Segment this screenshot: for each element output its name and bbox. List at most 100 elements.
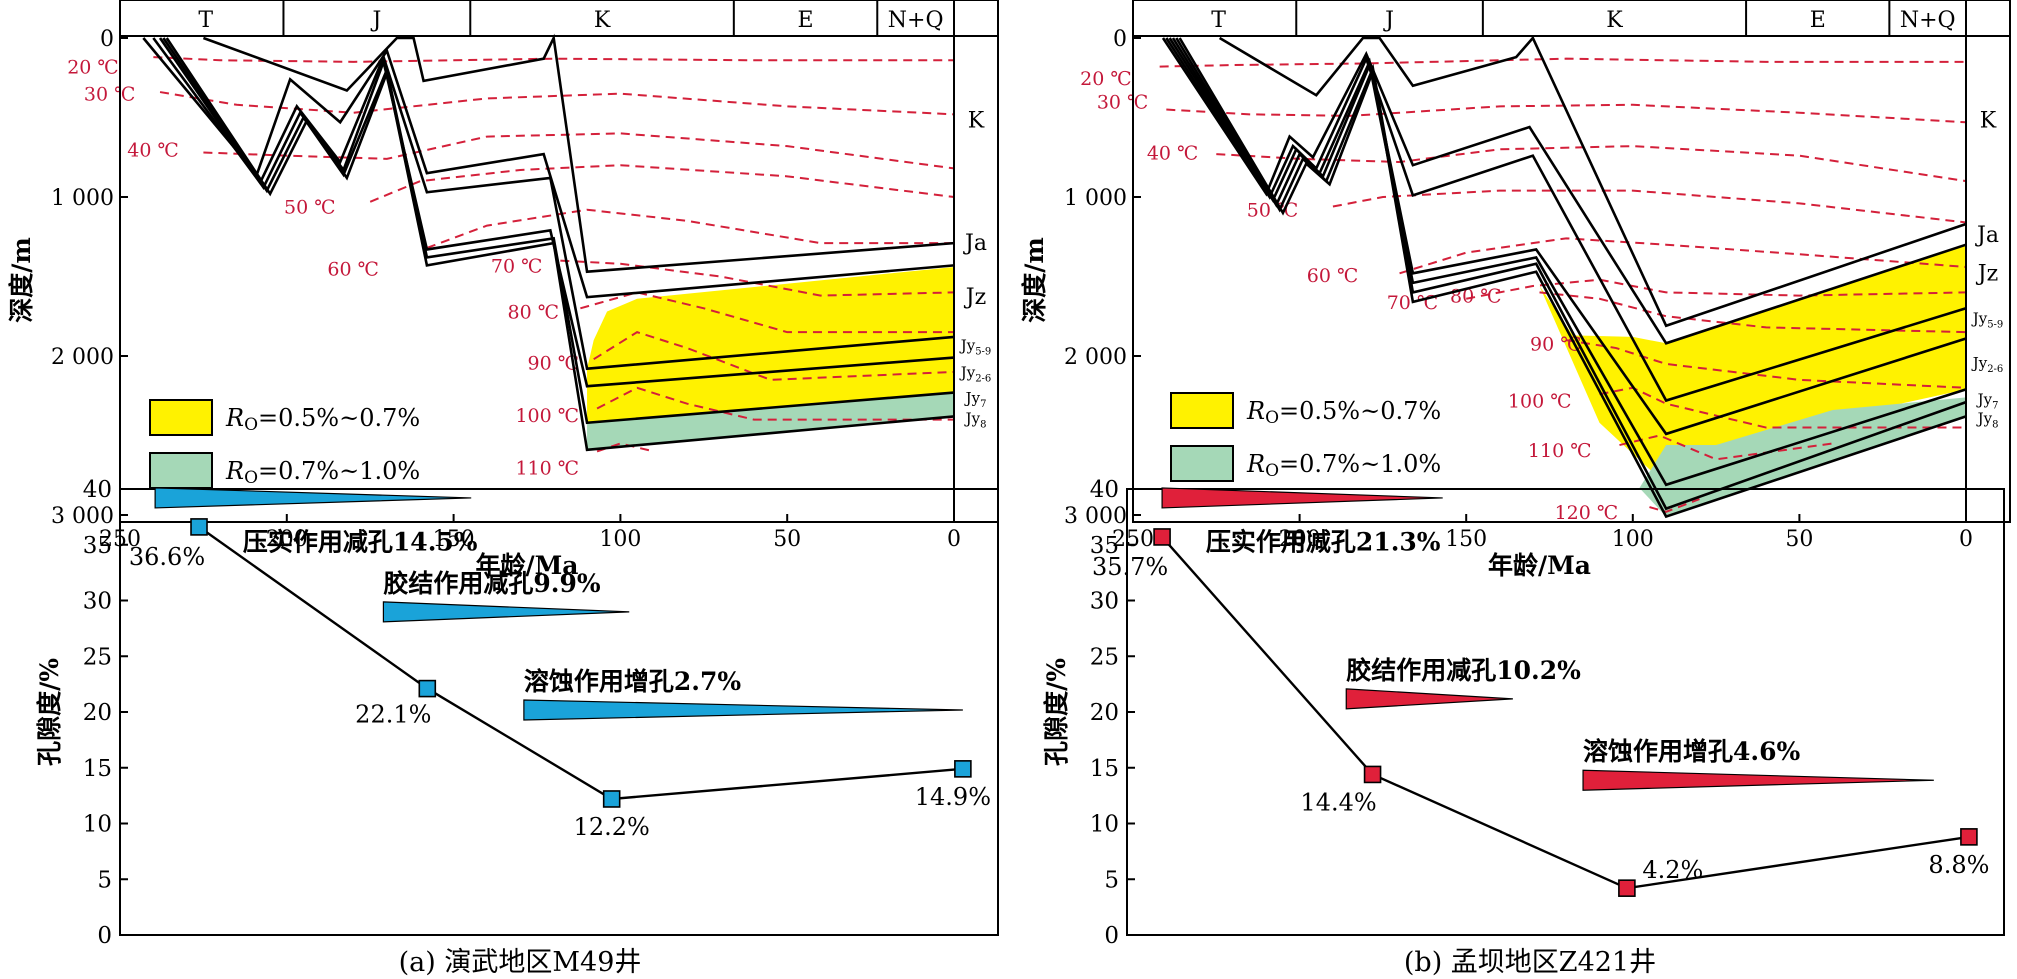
porosity-y-tick-label: 35 — [83, 533, 112, 559]
burial-frame — [119, 0, 999, 523]
isotherm-label: 40 ℃ — [127, 139, 178, 161]
zone-yellow — [1539, 244, 1966, 485]
isotherm-line — [369, 164, 955, 203]
process-annotation: 胶结作用减孔10.2% — [1346, 656, 1581, 685]
isotherm-label: 120 ℃ — [1555, 502, 1619, 524]
porosity-value-label: 12.2% — [574, 813, 650, 841]
x-tick-label: 200 — [266, 527, 308, 552]
isotherm-label: 30 ℃ — [84, 84, 135, 106]
porosity-marker — [1363, 765, 1382, 784]
burial-curve — [1171, 37, 1967, 487]
x-tick-label: 150 — [1445, 527, 1487, 552]
isotherm-line — [153, 56, 954, 63]
strata-label: Jz — [1976, 261, 1998, 286]
isotherm-label: 80 ℃ — [1450, 286, 1501, 308]
burial-chart: 20 ℃ 30 ℃ 40 ℃ 50 ℃ 60 ℃ 70 ℃ 80 ℃ 90 ℃ 100 ℃ 110… — [7, 0, 999, 580]
burial-curve — [1165, 37, 1967, 403]
x-axis-title: 年龄/Ma — [475, 551, 578, 580]
strata-label: Jy7 — [964, 389, 987, 410]
x-tick-label: 50 — [773, 527, 801, 552]
legend-swatch — [1170, 445, 1234, 482]
caption-b: (b) 孟坝地区Z421井 — [1403, 947, 1657, 978]
porosity-line — [1161, 536, 1970, 890]
isotherm-label: 50 ℃ — [1247, 200, 1298, 222]
y-tick-label: 0 — [100, 27, 114, 52]
strata-label: Jy8 — [964, 409, 987, 430]
porosity-value-label: 4.2% — [1642, 856, 1703, 884]
burial-curve — [165, 37, 955, 452]
legend-label: RO=0.5%~0.7% — [1246, 397, 1441, 428]
isotherm-line — [560, 259, 955, 297]
process-annotation: 压实作用减孔21.3% — [1206, 528, 1441, 557]
porosity-value-label: 14.4% — [1300, 788, 1376, 816]
isotherm-label: 110 ℃ — [1528, 440, 1592, 462]
legend-swatch — [149, 399, 213, 436]
porosity-marker — [954, 760, 972, 778]
legend-label: RO=0.7%~1.0% — [1246, 450, 1441, 481]
isotherm-label: 20 ℃ — [1080, 68, 1131, 90]
porosity-y-tick-label: 40 — [83, 477, 112, 503]
isotherm-line — [1166, 103, 1967, 124]
porosity-marker — [1960, 828, 1978, 846]
isotherm-line — [1599, 386, 1966, 429]
x-tick-label: 0 — [947, 527, 961, 552]
isotherm-label: 50 ℃ — [284, 197, 335, 219]
strata-label: K — [1980, 109, 1997, 134]
period-label: K — [1606, 8, 1623, 33]
process-annotation: 胶结作用减孔9.9% — [383, 569, 600, 598]
porosity-y-tick-label: 10 — [83, 812, 112, 838]
y-axis-title: 深度/m — [7, 237, 36, 323]
x-tick-label: 0 — [1959, 527, 1973, 552]
isotherm-line — [1216, 145, 1967, 183]
y-tick-label: 1 000 — [51, 186, 114, 211]
strata-label: Jy8 — [1976, 409, 1999, 430]
burial-curve — [202, 33, 955, 274]
x-axis-title: 年龄/Ma — [1488, 551, 1591, 580]
period-label: J — [370, 8, 381, 33]
porosity-y-axis-title: 孔隙度/% — [1042, 658, 1071, 766]
burial-curve — [152, 37, 955, 371]
porosity-y-tick-label: 5 — [97, 867, 112, 893]
process-wedge — [154, 487, 472, 509]
isotherm-label: 40 ℃ — [1147, 142, 1198, 164]
isotherm-line — [159, 91, 955, 116]
y-tick-label: 1 000 — [1064, 186, 1127, 211]
strata-label: Jy5-9 — [1971, 309, 2004, 330]
burial-frame — [1132, 0, 2011, 523]
porosity-y-tick-label: 10 — [1090, 812, 1119, 838]
isotherm-line — [1566, 339, 1967, 389]
period-label: J — [1383, 8, 1394, 33]
porosity-y-tick-label: 5 — [1104, 867, 1119, 893]
isotherm-line — [596, 386, 954, 421]
legend-label: RO=0.7%~1.0% — [225, 457, 420, 488]
isotherm-label: 90 ℃ — [528, 352, 579, 374]
porosity-value-label: 36.6% — [129, 543, 205, 571]
isotherm-label: 20 ℃ — [67, 57, 118, 79]
zone-green — [587, 392, 954, 450]
process-annotation: 溶蚀作用增孔2.7% — [524, 667, 741, 696]
porosity-marker — [1153, 528, 1171, 546]
porosity-y-tick-label: 15 — [1090, 756, 1119, 782]
y-tick-label: 2 000 — [1064, 345, 1127, 370]
x-tick-label: 200 — [1279, 527, 1321, 552]
isotherm-line — [1332, 189, 1967, 224]
period-label: E — [798, 8, 814, 33]
porosity-chart: 0 5 10 15 20 25 30 35 40 孔隙度/% 压实作用减孔14.5% 胶结作用减孔9.… — [35, 477, 999, 949]
porosity-value-label: 14.9% — [915, 783, 991, 811]
burial-curve — [142, 37, 955, 299]
period-label: N+Q — [1900, 8, 1956, 33]
porosity-y-tick-label: 40 — [1090, 477, 1119, 503]
strata-label: Ja — [963, 231, 987, 256]
isotherm-label: 80 ℃ — [508, 301, 559, 323]
x-tick-label: 50 — [1785, 527, 1813, 552]
isotherm-label: 100 ℃ — [1508, 391, 1572, 413]
isotherm-line — [1649, 498, 1700, 513]
burial-curve — [1218, 35, 1967, 328]
caption-a: (a) 演武地区M49井 — [398, 947, 642, 978]
y-tick-label: 3 000 — [51, 504, 114, 529]
porosity-y-tick-label: 20 — [1090, 700, 1119, 726]
strata-label: Jy7 — [1976, 390, 1999, 411]
y-tick-label: 2 000 — [51, 345, 114, 370]
